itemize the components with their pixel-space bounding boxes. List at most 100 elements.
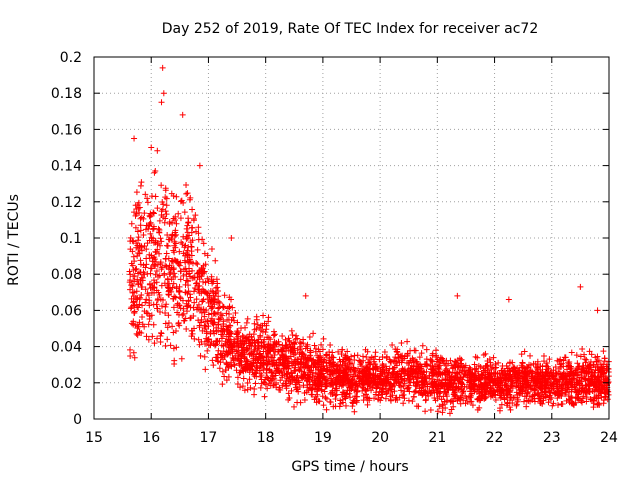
data-point [394, 349, 401, 356]
data-point [314, 352, 321, 359]
data-point [458, 379, 465, 386]
data-point [260, 348, 267, 355]
data-point [517, 385, 524, 392]
data-point [194, 261, 201, 268]
data-point [517, 378, 524, 385]
data-point [420, 369, 427, 376]
data-point [404, 385, 411, 392]
data-point [163, 202, 170, 209]
data-point [162, 309, 169, 316]
data-point [472, 382, 479, 389]
data-point [251, 320, 258, 327]
data-point [408, 359, 415, 366]
data-point [529, 368, 536, 375]
data-point [404, 338, 411, 345]
data-point [163, 211, 170, 218]
data-point [173, 328, 179, 335]
data-point [462, 400, 469, 407]
data-point [546, 373, 553, 380]
data-point [244, 364, 251, 371]
data-point [171, 293, 178, 300]
data-point [413, 403, 420, 410]
data-point [162, 185, 169, 192]
data-point [501, 395, 508, 402]
data-point [264, 334, 271, 341]
y-tick-label: 0.1 [60, 231, 82, 247]
data-point [449, 364, 456, 371]
data-point [555, 365, 562, 372]
data-point [158, 238, 165, 245]
data-point [455, 363, 462, 370]
data-point [605, 365, 612, 372]
data-point [196, 162, 203, 169]
data-point [475, 368, 482, 375]
data-point [360, 365, 367, 372]
data-point [176, 283, 183, 290]
data-point [349, 376, 356, 383]
data-point [354, 387, 361, 394]
data-point [368, 387, 375, 394]
data-point [359, 377, 366, 384]
data-point [320, 335, 327, 342]
data-point [592, 354, 599, 361]
data-point [476, 375, 483, 382]
data-point [372, 374, 379, 381]
data-point [399, 376, 406, 383]
data-point [186, 259, 193, 266]
data-point [443, 398, 450, 405]
data-point [242, 324, 249, 331]
data-point [318, 387, 325, 394]
data-point [293, 332, 300, 339]
data-point [428, 357, 435, 364]
data-point [532, 387, 539, 394]
data-point [416, 354, 423, 361]
y-tick-label: 0.06 [51, 303, 82, 319]
data-point [214, 357, 221, 364]
data-point [540, 358, 547, 365]
data-point [498, 401, 505, 408]
data-point [261, 336, 268, 343]
data-point [443, 357, 450, 364]
data-point [288, 387, 295, 394]
data-point [431, 363, 438, 370]
data-point [362, 386, 369, 393]
data-point [266, 367, 273, 374]
data-point [185, 258, 192, 265]
data-point [523, 368, 530, 375]
data-point [518, 370, 525, 377]
data-point [154, 147, 161, 154]
data-point [515, 371, 522, 378]
data-point [596, 401, 603, 408]
data-point [294, 347, 301, 354]
data-point [282, 336, 289, 343]
data-point [202, 318, 209, 325]
x-tick-label: 18 [257, 430, 275, 446]
data-point [482, 350, 489, 357]
data-point [217, 315, 224, 322]
data-point [452, 358, 459, 365]
data-point [287, 347, 294, 354]
data-point [180, 310, 187, 317]
data-point [405, 384, 412, 391]
data-point [170, 265, 177, 272]
data-point [186, 252, 193, 259]
data-point [239, 383, 246, 390]
data-point [521, 398, 528, 405]
data-point [443, 365, 450, 372]
data-point [527, 398, 534, 405]
data-point [156, 291, 163, 298]
data-point [234, 319, 241, 326]
y-axis-label: ROTI / TECUs [6, 194, 22, 286]
data-point [463, 383, 470, 390]
data-point [541, 372, 548, 379]
data-point [226, 310, 233, 317]
data-point [218, 335, 225, 342]
y-tick-label: 0.16 [51, 122, 82, 138]
data-point [370, 370, 377, 377]
data-point [129, 248, 136, 255]
data-point [336, 403, 343, 410]
data-point [146, 315, 153, 322]
data-point [269, 361, 276, 368]
data-point [201, 313, 208, 320]
data-point [380, 363, 387, 370]
